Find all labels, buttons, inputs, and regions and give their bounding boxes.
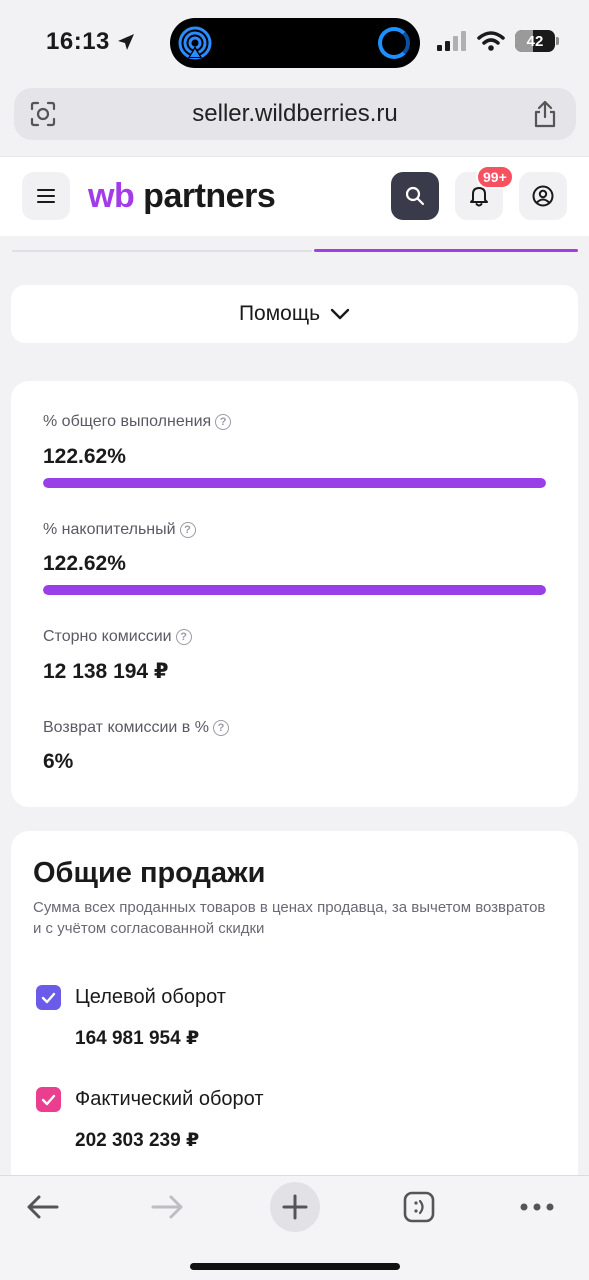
clock: 16:13 [46, 28, 110, 55]
signal-icon [437, 31, 466, 51]
stat-value: 122.62% [43, 445, 126, 468]
progress-bar [43, 478, 546, 488]
new-tab-button[interactable] [270, 1182, 320, 1232]
activity-ring-icon [378, 27, 410, 59]
menu-button[interactable] [22, 172, 70, 220]
back-button[interactable] [20, 1182, 64, 1232]
help-label: Помощь [238, 302, 321, 325]
stat-label-text: Сторно комиссии [43, 628, 172, 645]
question-icon[interactable]: ? [175, 629, 192, 645]
more-button[interactable] [514, 1182, 560, 1232]
question-icon[interactable]: ? [212, 720, 229, 736]
bell-icon [470, 187, 488, 207]
browser-toolbar [0, 1175, 589, 1280]
stat-label: Возврат комиссии в % ? [43, 719, 229, 737]
arrow-right-icon [151, 1195, 183, 1219]
status-bar: 16:13 42 [0, 0, 589, 88]
user-circle-icon [532, 185, 554, 207]
location-arrow-icon [117, 34, 134, 50]
dynamic-island [170, 18, 420, 68]
profile-button[interactable] [519, 172, 567, 220]
search-button[interactable] [391, 172, 439, 220]
logo-partners: partners [143, 177, 276, 215]
url-text: seller.wildberries.ru [192, 100, 398, 127]
plus-icon [282, 1194, 308, 1220]
logo-wb: wb [88, 177, 135, 215]
question-icon[interactable]: ? [179, 522, 196, 538]
forward-button[interactable] [146, 1182, 190, 1232]
stat-label: % общего выполнения ? [43, 413, 232, 431]
target-turnover-checkbox[interactable] [36, 985, 61, 1010]
question-icon[interactable]: ? [215, 414, 232, 430]
stat-label: % накопительный ? [43, 521, 196, 539]
more-dots-icon [520, 1203, 554, 1211]
airplay-activity-icon [178, 26, 212, 60]
page-scan-icon[interactable] [30, 101, 56, 127]
progress-fill [43, 478, 546, 488]
checkmark-icon [41, 992, 56, 1003]
search-icon [405, 186, 425, 206]
actual-turnover-checkbox[interactable] [36, 1087, 61, 1112]
wb-partners-logo[interactable]: wb partners [88, 177, 276, 216]
progress-bar [43, 585, 546, 595]
target-turnover-label[interactable]: Целевой оборот [75, 986, 226, 1008]
sales-card: Общие продажи Сумма всех проданных товар… [11, 831, 578, 1191]
stat-value: 122.62% [43, 552, 126, 575]
progress-fill [43, 585, 546, 595]
checkmark-icon [41, 1094, 56, 1105]
stat-label-text: Возврат комиссии в % [43, 719, 209, 736]
status-icons: 42 [437, 30, 559, 52]
hamburger-icon [37, 189, 55, 203]
tab-indicator-active [314, 249, 578, 252]
actual-turnover-label[interactable]: Фактический оборот [75, 1088, 264, 1110]
sales-description: Сумма всех проданных товаров в ценах про… [33, 899, 546, 937]
status-time: 16:13 [46, 28, 136, 56]
share-icon[interactable] [532, 100, 558, 128]
stat-value: 12 138 194 ₽ [43, 660, 169, 683]
stat-label-text: % общего выполнения [43, 413, 212, 430]
target-turnover-value: 164 981 954 ₽ [75, 1028, 200, 1049]
stat-value: 6% [43, 750, 74, 773]
actual-turnover-value: 202 303 239 ₽ [75, 1130, 200, 1151]
chevron-down-icon [330, 308, 350, 320]
battery-icon: 42 [515, 30, 559, 52]
wifi-icon [477, 31, 505, 51]
tabs-button[interactable] [400, 1182, 438, 1232]
stats-card: % общего выполнения ? 122.62% % накопите… [11, 381, 578, 807]
battery-level: 42 [526, 32, 544, 50]
help-dropdown[interactable]: Помощь [11, 285, 578, 343]
notifications-badge: 99+ [476, 165, 514, 189]
stat-label-text: % накопительный [43, 521, 176, 538]
tabs-icon [403, 1191, 435, 1223]
home-indicator [190, 1263, 400, 1270]
stat-label: Сторно комиссии ? [43, 628, 192, 646]
tab-indicator-inactive [12, 250, 312, 252]
url-bar[interactable]: seller.wildberries.ru [14, 88, 576, 140]
arrow-left-icon [27, 1195, 59, 1219]
sales-title: Общие продажи [33, 857, 266, 889]
